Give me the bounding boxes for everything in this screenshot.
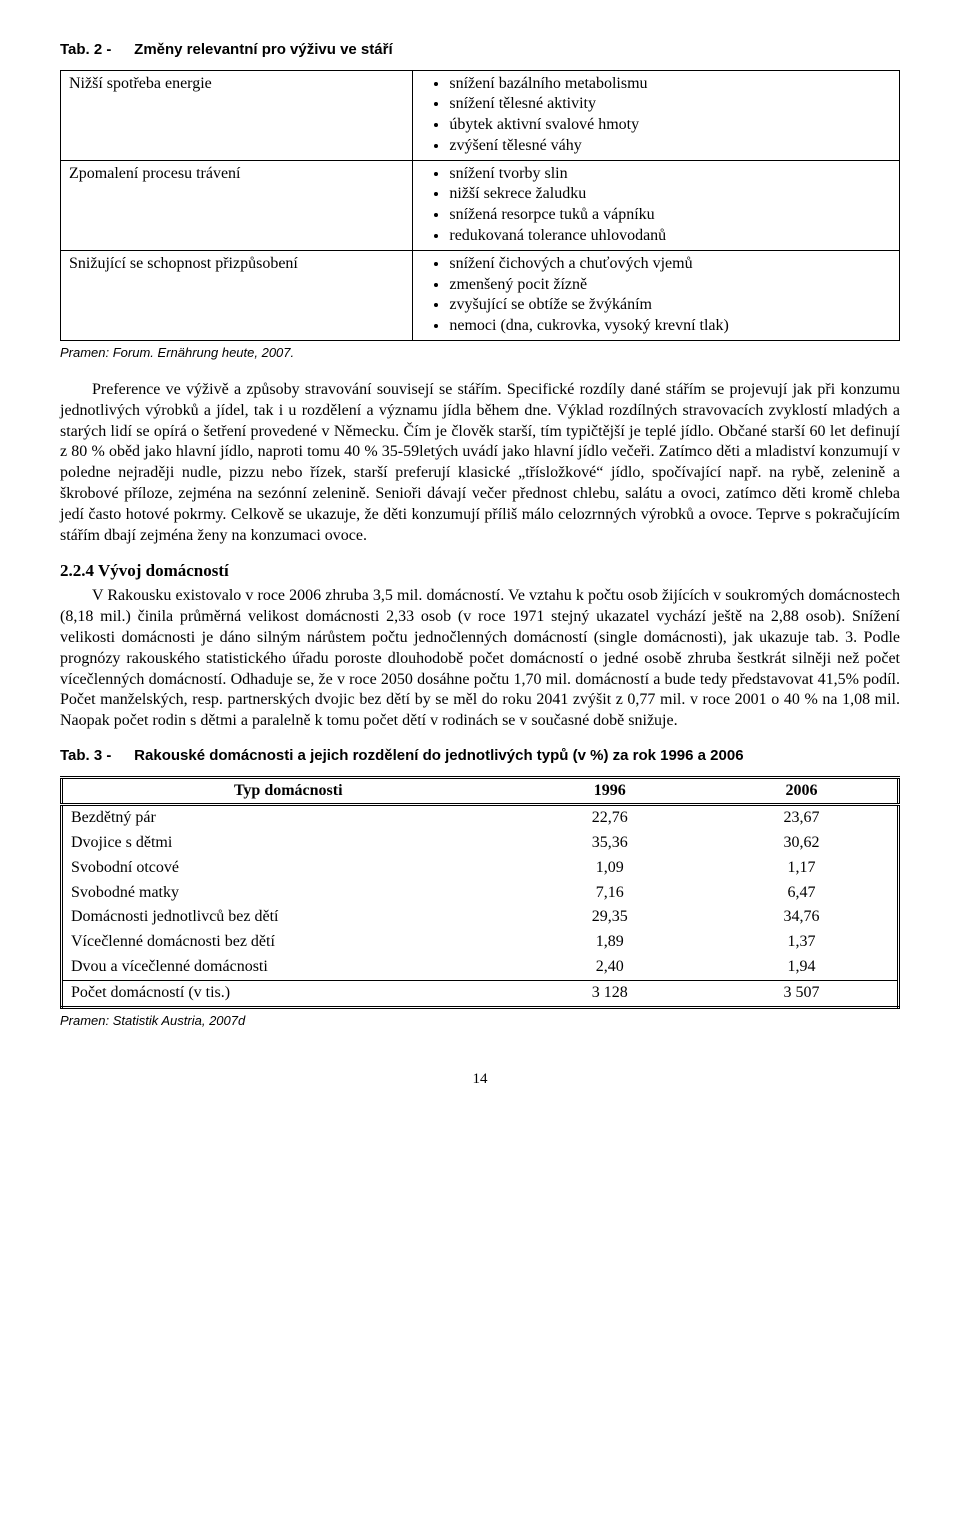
- section-heading: 2.2.4 Vývoj domácností: [60, 560, 900, 582]
- tab3-head-1996: 1996: [513, 777, 706, 805]
- section-title: Vývoj domácností: [98, 561, 229, 580]
- tab2-item: snížená resorpce tuků a vápníku: [449, 205, 891, 226]
- tab3-cell: 22,76: [513, 805, 706, 831]
- tab2-item: snížení bazálního metabolismu: [449, 74, 891, 95]
- tab3-cell: 1,17: [706, 856, 899, 881]
- tab3-cell: 2,40: [513, 955, 706, 980]
- tab3-cell-label: Dvou a vícečlenné domácnosti: [62, 955, 514, 980]
- tab3-cell-label: Vícečlenné domácnosti bez dětí: [62, 930, 514, 955]
- tab3-cell: 1,94: [706, 955, 899, 980]
- tab2-item: snížení tělesné aktivity: [449, 94, 891, 115]
- tab3-title-text: Rakouské domácnosti a jejich rozdělení d…: [134, 747, 743, 764]
- tab3-head-type: Typ domácnosti: [62, 777, 514, 805]
- paragraph-2: V Rakousku existovalo v roce 2006 zhruba…: [60, 586, 900, 732]
- tab3-row: Vícečlenné domácnosti bez dětí 1,89 1,37: [62, 930, 899, 955]
- tab3-cell-label: Dvojice s dětmi: [62, 831, 514, 856]
- tab2-item: úbytek aktivní svalové hmoty: [449, 115, 891, 136]
- tab2-item: zmenšený pocit žízně: [449, 275, 891, 296]
- tab3-row: Domácnosti jednotlivců bez dětí 29,35 34…: [62, 905, 899, 930]
- tab3-source: Pramen: Statistik Austria, 2007d: [60, 1013, 900, 1030]
- tab3-cell: 1,89: [513, 930, 706, 955]
- tab3-row: Svobodné matky 7,16 6,47: [62, 881, 899, 906]
- tab3-cell: 3 507: [706, 980, 899, 1007]
- tab3-cell-label: Domácnosti jednotlivců bez dětí: [62, 905, 514, 930]
- tab2-row: Snižující se schopnost přizpůsobení sníž…: [61, 250, 900, 340]
- tab3-row: Dvojice s dětmi 35,36 30,62: [62, 831, 899, 856]
- page-number: 14: [60, 1070, 900, 1090]
- tab3-cell-label: Bezdětný pár: [62, 805, 514, 831]
- tab2-label: Tab. 2 -: [60, 40, 130, 60]
- tab2-row-right: snížení bazálního metabolismu snížení tě…: [413, 70, 900, 160]
- tab2-row-right: snížení čichových a chuťových vjemů zmen…: [413, 250, 900, 340]
- tab2-row-left: Nižší spotřeba energie: [61, 70, 413, 160]
- tab2-row-right: snížení tvorby slin nižší sekrece žaludk…: [413, 160, 900, 250]
- tab2-item: zvýšení tělesné váhy: [449, 136, 891, 157]
- tab3-cell: 3 128: [513, 980, 706, 1007]
- tab3-cell: 1,37: [706, 930, 899, 955]
- section-num: 2.2.4: [60, 561, 94, 580]
- tab3-cell: 23,67: [706, 805, 899, 831]
- tab3-cell: 34,76: [706, 905, 899, 930]
- tab3-cell-label: Svobodní otcové: [62, 856, 514, 881]
- tab3-cell: 1,09: [513, 856, 706, 881]
- tab2-row-left: Zpomalení procesu trávení: [61, 160, 413, 250]
- tab3-head-row: Typ domácnosti 1996 2006: [62, 777, 899, 805]
- tab2-title-text: Změny relevantní pro výživu ve stáří: [134, 41, 392, 58]
- tab3-row: Počet domácností (v tis.) 3 128 3 507: [62, 980, 899, 1007]
- tab2-item: zvyšující se obtíže se žvýkáním: [449, 295, 891, 316]
- tab2-item: snížení tvorby slin: [449, 164, 891, 185]
- tab3-cell: 30,62: [706, 831, 899, 856]
- tab2-row: Zpomalení procesu trávení snížení tvorby…: [61, 160, 900, 250]
- tab2-item: redukovaná tolerance uhlovodanů: [449, 226, 891, 247]
- tab2-source: Pramen: Forum. Ernährung heute, 2007.: [60, 345, 900, 362]
- tab3-cell: 29,35: [513, 905, 706, 930]
- paragraph-1: Preference ve výživě a způsoby stravován…: [60, 380, 900, 546]
- tab3-row: Bezdětný pár 22,76 23,67: [62, 805, 899, 831]
- tab3-cell: 6,47: [706, 881, 899, 906]
- tab2-table: Nižší spotřeba energie snížení bazálního…: [60, 70, 900, 342]
- tab3-row: Dvou a vícečlenné domácnosti 2,40 1,94: [62, 955, 899, 980]
- tab3-table: Typ domácnosti 1996 2006 Bezdětný pár 22…: [60, 776, 900, 1009]
- tab2-item: snížení čichových a chuťových vjemů: [449, 254, 891, 275]
- tab3-head-2006: 2006: [706, 777, 899, 805]
- tab3-title: Tab. 3 - Rakouské domácnosti a jejich ro…: [60, 746, 900, 766]
- tab3-cell: 35,36: [513, 831, 706, 856]
- tab2-item: nemoci (dna, cukrovka, vysoký krevní tla…: [449, 316, 891, 337]
- tab3-row: Svobodní otcové 1,09 1,17: [62, 856, 899, 881]
- tab3-cell-label: Počet domácností (v tis.): [62, 980, 514, 1007]
- tab2-item: nižší sekrece žaludku: [449, 184, 891, 205]
- tab3-label: Tab. 3 -: [60, 746, 130, 766]
- tab2-row: Nižší spotřeba energie snížení bazálního…: [61, 70, 900, 160]
- tab3-cell: 7,16: [513, 881, 706, 906]
- tab3-cell-label: Svobodné matky: [62, 881, 514, 906]
- tab2-row-left: Snižující se schopnost přizpůsobení: [61, 250, 413, 340]
- tab2-title: Tab. 2 - Změny relevantní pro výživu ve …: [60, 40, 900, 60]
